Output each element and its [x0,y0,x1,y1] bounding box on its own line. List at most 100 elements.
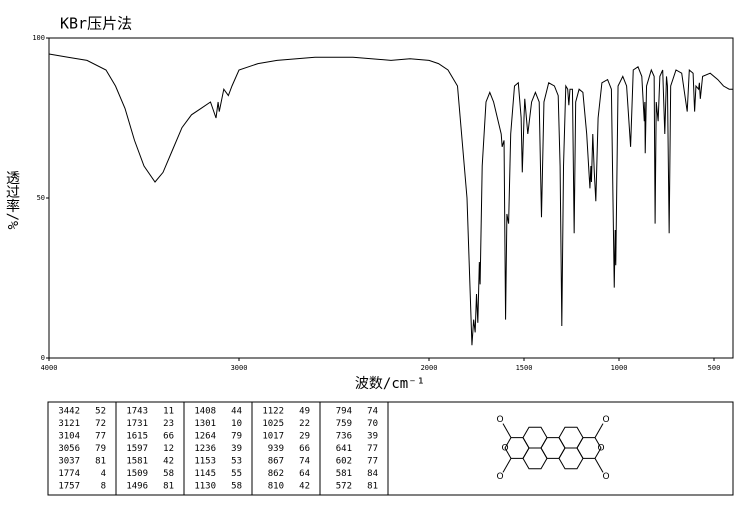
transmittance: 29 [299,432,310,442]
wavenumber: 1581 [126,457,148,467]
y-tick-label: 100 [32,34,45,42]
transmittance: 64 [299,469,310,479]
ring [522,426,548,449]
transmittance: 77 [367,457,378,467]
structure [502,423,604,473]
transmittance: 42 [299,482,310,492]
transmittance: 74 [299,457,310,467]
atom-label: O [602,472,609,482]
x-tick-label: 1000 [611,364,628,372]
transmittance: 53 [231,457,242,467]
wavenumber: 867 [268,457,284,467]
atom-label: O [496,472,503,482]
transmittance: 12 [163,444,174,454]
transmittance: 11 [163,407,174,417]
transmittance: 79 [95,444,106,454]
transmittance: 66 [163,432,174,442]
x-tick-label: 500 [708,364,721,372]
x-axis-label: 波数/cm⁻¹ [355,376,425,392]
ring [504,437,530,459]
wavenumber: 1301 [194,419,216,429]
transmittance: 58 [163,469,174,479]
transmittance: 74 [367,407,378,417]
carbonyl-bond [502,423,512,438]
wavenumber: 794 [336,407,352,417]
wavenumber: 1145 [194,469,216,479]
transmittance: 81 [95,457,106,467]
wavenumber: 736 [336,432,352,442]
transmittance: 55 [231,469,242,479]
wavenumber: 3442 [58,407,80,417]
wavenumber: 3037 [58,457,80,467]
ring [558,426,584,449]
transmittance: 10 [231,419,242,429]
y-axis-label: 透过率/% [4,171,20,230]
wavenumber: 1615 [126,432,148,442]
transmittance: 58 [231,482,242,492]
transmittance: 23 [163,419,174,429]
wavenumber: 759 [336,419,352,429]
transmittance: 42 [163,457,174,467]
wavenumber: 1408 [194,407,216,417]
transmittance: 77 [367,444,378,454]
wavenumber: 1757 [58,482,80,492]
spectrum-line [48,53,733,346]
wavenumber: 1597 [126,444,148,454]
x-tick-label: 2000 [421,364,438,372]
wavenumber: 1236 [194,444,216,454]
table-frame [47,401,734,496]
plot-frame [48,37,734,359]
wavenumber: 1153 [194,457,216,467]
wavenumber: 1017 [262,432,284,442]
wavenumber: 1122 [262,407,284,417]
transmittance: 44 [231,407,242,417]
transmittance: 66 [299,444,310,454]
wavenumber: 572 [336,482,352,492]
transmittance: 81 [163,482,174,492]
y-tick-label: 50 [37,194,45,202]
transmittance: 49 [299,407,310,417]
carbonyl-bond [594,423,604,438]
wavenumber: 581 [336,469,352,479]
atom-label: O [501,444,508,454]
transmittance: 70 [367,419,378,429]
wavenumber: 862 [268,469,284,479]
transmittance: 52 [95,407,106,417]
chart-title: KBr压片法 [60,15,132,33]
x-tick-label: 4000 [41,364,58,372]
transmittance: 39 [367,432,378,442]
ring [558,447,584,470]
transmittance: 81 [367,482,378,492]
wavenumber: 1264 [194,432,216,442]
wavenumber: 3121 [58,419,80,429]
wavenumber: 1743 [126,407,148,417]
atom-label: O [496,415,503,425]
wavenumber: 1774 [58,469,80,479]
wavenumber: 641 [336,444,352,454]
wavenumber: 1496 [126,482,148,492]
wavenumber: 602 [336,457,352,467]
wavenumber: 939 [268,444,284,454]
wavenumber: 1731 [126,419,148,429]
x-tick-label: 1500 [516,364,533,372]
transmittance: 39 [231,444,242,454]
wavenumber: 3104 [58,432,80,442]
transmittance: 79 [231,432,242,442]
wavenumber: 1025 [262,419,284,429]
wavenumber: 1130 [194,482,216,492]
transmittance: 84 [367,469,378,479]
ring [540,437,566,459]
atom-label: O [597,444,604,454]
ring [522,447,548,470]
atom-label: O [602,415,609,425]
carbonyl-bond [502,458,512,473]
x-tick-label: 3000 [231,364,248,372]
transmittance: 8 [101,482,106,492]
transmittance: 72 [95,419,106,429]
wavenumber: 3056 [58,444,80,454]
transmittance: 22 [299,419,310,429]
transmittance: 77 [95,432,106,442]
transmittance: 4 [101,469,106,479]
